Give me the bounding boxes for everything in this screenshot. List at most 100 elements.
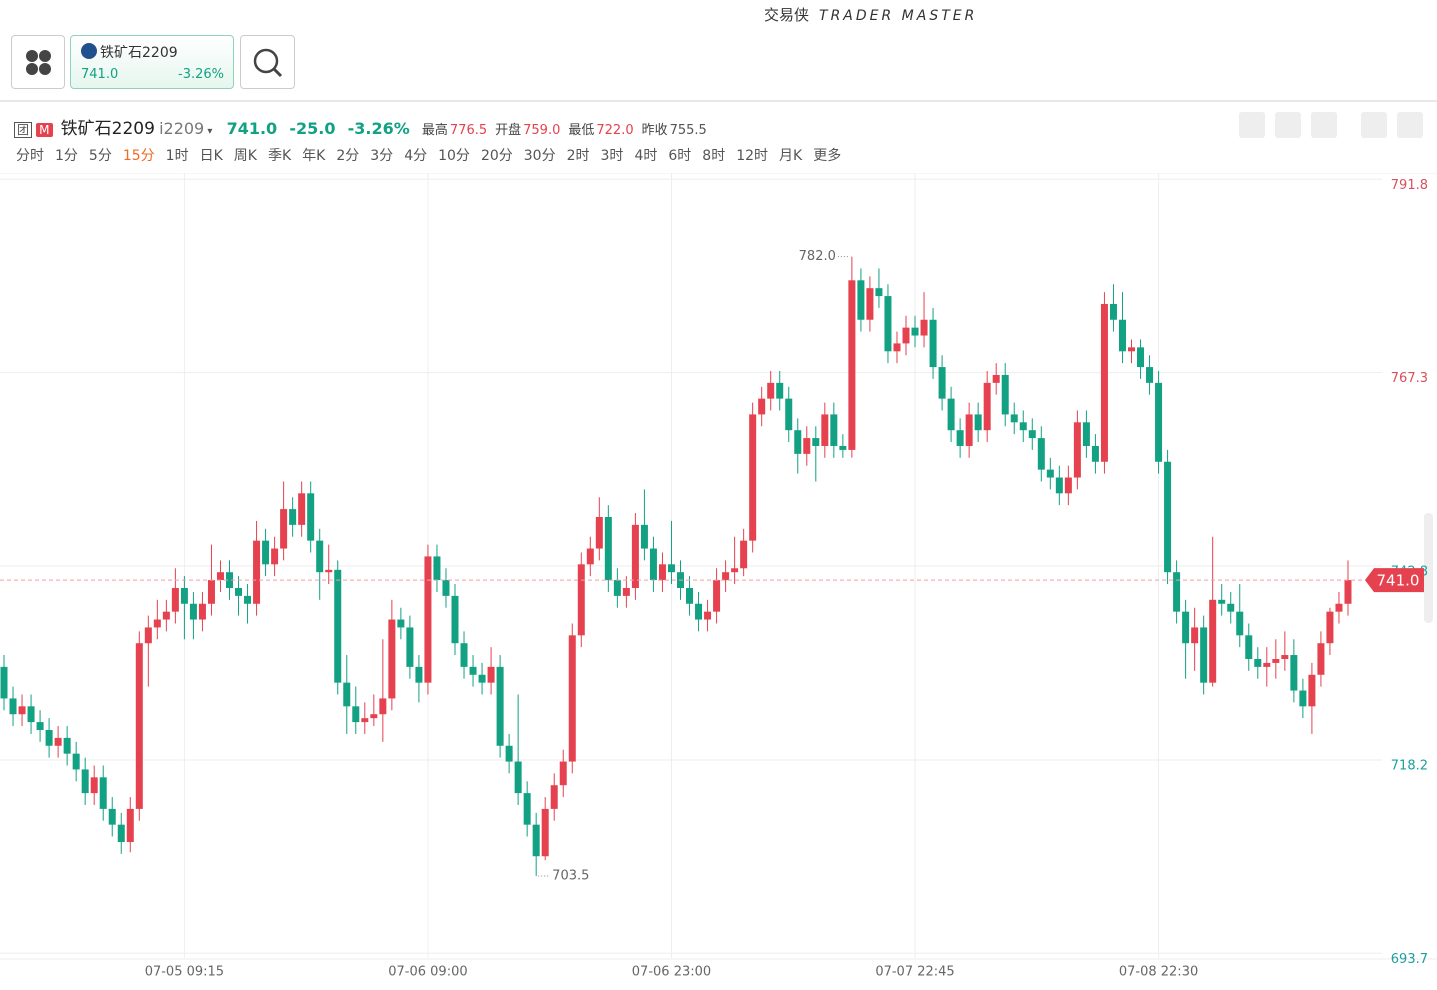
candle-body bbox=[1317, 643, 1325, 675]
candle-body bbox=[1218, 599, 1226, 604]
scroll-handle[interactable] bbox=[1424, 513, 1433, 623]
period-tab[interactable]: 日K bbox=[199, 148, 223, 164]
price: 741.0 bbox=[226, 119, 278, 138]
candle-body bbox=[406, 627, 414, 667]
candle-body bbox=[1019, 422, 1027, 431]
period-tab[interactable]: 4时 bbox=[634, 148, 658, 164]
candle-body bbox=[550, 785, 558, 809]
tool-candle[interactable] bbox=[1311, 112, 1337, 138]
period-tab[interactable]: 8时 bbox=[702, 148, 726, 164]
stat-value: 776.5 bbox=[449, 123, 488, 138]
candle-body bbox=[442, 580, 450, 596]
period-tab[interactable]: 12时 bbox=[736, 148, 769, 164]
period-tab[interactable]: 3时 bbox=[600, 148, 624, 164]
period-tab[interactable]: 年K bbox=[302, 148, 326, 164]
candle-body bbox=[749, 414, 757, 541]
menu-button[interactable] bbox=[11, 35, 65, 89]
candle-body bbox=[388, 619, 396, 699]
candle-body bbox=[1245, 635, 1253, 659]
period-tab[interactable]: 6时 bbox=[668, 148, 692, 164]
candle-body bbox=[532, 824, 540, 857]
candle-body bbox=[794, 430, 802, 454]
candle-body bbox=[704, 611, 712, 620]
candle-body bbox=[541, 808, 549, 857]
candle-body bbox=[812, 438, 820, 446]
candle-body bbox=[1118, 319, 1126, 352]
period-tab[interactable]: 3分 bbox=[370, 148, 394, 164]
last-price-label: 741.0 bbox=[1377, 572, 1420, 590]
x-tick-label: 07-05 09:15 bbox=[145, 965, 224, 980]
candle-body bbox=[947, 398, 955, 431]
stat-label: 开盘 bbox=[495, 123, 522, 138]
x-tick-label: 07-06 23:00 bbox=[632, 965, 711, 980]
period-tab[interactable]: 周K bbox=[233, 148, 257, 164]
stat-label: 最高 bbox=[421, 123, 448, 138]
candle-body bbox=[343, 682, 351, 707]
tool-expand[interactable] bbox=[1361, 112, 1387, 138]
period-tab[interactable]: 1时 bbox=[165, 148, 189, 164]
candle-body bbox=[316, 540, 324, 573]
candle-body bbox=[1109, 303, 1117, 320]
period-tab[interactable]: 更多 bbox=[813, 148, 842, 164]
candle-body bbox=[713, 580, 721, 612]
candle-body bbox=[27, 706, 35, 723]
candle-body bbox=[325, 569, 333, 573]
tool-line[interactable] bbox=[1239, 112, 1265, 138]
period-tab[interactable]: 4分 bbox=[404, 148, 428, 164]
candle-body bbox=[929, 319, 937, 368]
period-tab[interactable]: 月K bbox=[779, 148, 803, 164]
search-button[interactable] bbox=[240, 35, 295, 89]
candle-body bbox=[162, 611, 170, 620]
candle-body bbox=[514, 761, 522, 794]
candle-body bbox=[54, 737, 62, 746]
candle-body bbox=[180, 587, 188, 604]
candle-body bbox=[992, 374, 1000, 383]
candle-body bbox=[415, 666, 423, 683]
candle-body bbox=[72, 753, 80, 770]
tool-close[interactable] bbox=[1397, 112, 1423, 138]
period-tab[interactable]: 2时 bbox=[566, 148, 590, 164]
period-tab[interactable]: 15分 bbox=[122, 148, 155, 164]
candle-body bbox=[460, 643, 468, 667]
period-tab[interactable]: 2分 bbox=[336, 148, 360, 164]
candle-body bbox=[1146, 367, 1154, 383]
period-tab[interactable]: 分时 bbox=[16, 148, 44, 164]
period-tab[interactable]: 10分 bbox=[438, 148, 470, 164]
code[interactable]: i2209 bbox=[159, 119, 205, 138]
candle-body bbox=[1236, 611, 1244, 636]
candle-body bbox=[1209, 599, 1217, 683]
tool-draw[interactable] bbox=[1275, 112, 1301, 138]
candle-body bbox=[1200, 627, 1208, 683]
candle-body bbox=[307, 493, 315, 541]
candle-body bbox=[622, 587, 630, 596]
candle-body bbox=[1100, 303, 1108, 462]
candle-body bbox=[90, 777, 98, 794]
candle-body bbox=[1082, 422, 1090, 446]
candle-body bbox=[1281, 655, 1289, 659]
candle-body bbox=[370, 714, 378, 719]
candle-body bbox=[1164, 461, 1172, 573]
period-tab[interactable]: 5分 bbox=[88, 148, 112, 164]
candle-body bbox=[568, 635, 576, 762]
candle-body bbox=[478, 674, 486, 683]
candle-body bbox=[1028, 430, 1036, 439]
candle-body bbox=[974, 414, 982, 431]
period-tab[interactable]: 季K bbox=[267, 148, 292, 164]
candle-body bbox=[785, 398, 793, 431]
candle-body bbox=[0, 666, 8, 699]
candle-body bbox=[1290, 655, 1298, 691]
instrument-card[interactable]: 铁矿石2209 741.0 -3.26% bbox=[70, 35, 234, 89]
period-tab[interactable]: 1分 bbox=[55, 148, 78, 164]
candle-body bbox=[649, 548, 657, 581]
candle-body bbox=[334, 569, 342, 683]
candle-body bbox=[595, 516, 603, 549]
card-icon bbox=[81, 43, 97, 59]
period-tab[interactable]: 20分 bbox=[480, 148, 513, 164]
candle-body bbox=[911, 327, 919, 336]
candle-body bbox=[1326, 611, 1334, 644]
y-tick-label: 767.3 bbox=[1391, 371, 1428, 386]
period-tab[interactable]: 30分 bbox=[523, 148, 556, 164]
candle-body bbox=[496, 666, 504, 746]
